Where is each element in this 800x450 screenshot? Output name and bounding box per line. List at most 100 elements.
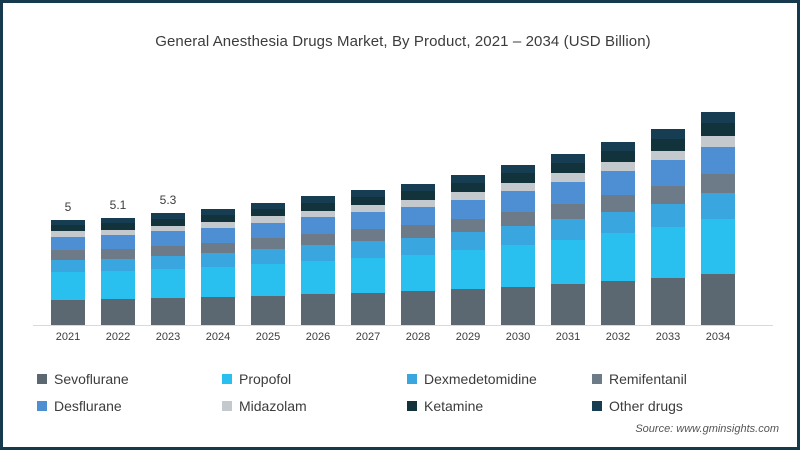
- bar-segment[interactable]: [451, 289, 485, 325]
- bar-segment[interactable]: [501, 190, 535, 212]
- bar-segment[interactable]: [151, 255, 185, 270]
- bar-segment[interactable]: [651, 227, 685, 279]
- bar-segment[interactable]: [151, 225, 185, 232]
- bar-segment[interactable]: [51, 225, 85, 232]
- bar-column[interactable]: [651, 83, 685, 325]
- bar-segment[interactable]: [101, 248, 135, 259]
- bar-segment[interactable]: [151, 298, 185, 325]
- bar-segment[interactable]: [251, 209, 285, 217]
- bar-segment[interactable]: [101, 222, 135, 230]
- bar-segment[interactable]: [251, 216, 285, 223]
- bar-segment[interactable]: [601, 281, 635, 325]
- bar-segment[interactable]: [551, 173, 585, 182]
- bar-column[interactable]: 5: [51, 83, 85, 325]
- bar-segment[interactable]: [51, 231, 85, 237]
- bar-segment[interactable]: [651, 278, 685, 325]
- legend-item-dexmedetomidine[interactable]: Dexmedetomidine: [407, 371, 592, 387]
- bar-segment[interactable]: [401, 237, 435, 255]
- bar-column[interactable]: [551, 83, 585, 325]
- bar-segment[interactable]: [51, 259, 85, 273]
- bar-segment[interactable]: [651, 160, 685, 186]
- bar-segment[interactable]: [501, 211, 535, 226]
- bar-segment[interactable]: [351, 229, 385, 242]
- bar-segment[interactable]: [401, 199, 435, 207]
- bar-segment[interactable]: [501, 245, 535, 287]
- bar-segment[interactable]: [301, 233, 335, 246]
- bar-segment[interactable]: [51, 236, 85, 251]
- bar-segment[interactable]: [401, 291, 435, 325]
- bar-segment[interactable]: [551, 219, 585, 240]
- bar-column[interactable]: [501, 83, 535, 325]
- bar-segment[interactable]: [401, 191, 435, 200]
- bar-column[interactable]: [601, 83, 635, 325]
- bar-segment[interactable]: [351, 292, 385, 325]
- bar-segment[interactable]: [151, 218, 185, 226]
- legend-item-propofol[interactable]: Propofol: [222, 371, 407, 387]
- bar-segment[interactable]: [301, 217, 335, 234]
- bar-segment[interactable]: [101, 299, 135, 325]
- bar-segment[interactable]: [601, 142, 635, 152]
- legend-item-ketamine[interactable]: Ketamine: [407, 398, 592, 414]
- bar-segment[interactable]: [201, 221, 235, 228]
- bar-segment[interactable]: [201, 242, 235, 254]
- bar-segment[interactable]: [651, 128, 685, 139]
- bar-segment[interactable]: [101, 258, 135, 272]
- bar-segment[interactable]: [351, 190, 385, 198]
- bar-segment[interactable]: [351, 241, 385, 258]
- bar-segment[interactable]: [551, 239, 585, 285]
- bar-segment[interactable]: [251, 203, 285, 210]
- bar-column[interactable]: [701, 83, 735, 325]
- legend-item-desflurane[interactable]: Desflurane: [37, 398, 222, 414]
- bar-segment[interactable]: [601, 151, 635, 163]
- bar-segment[interactable]: [201, 227, 235, 243]
- legend-item-remifentanil[interactable]: Remifentanil: [592, 371, 777, 387]
- bar-segment[interactable]: [701, 146, 735, 175]
- bar-segment[interactable]: [251, 295, 285, 325]
- bar-segment[interactable]: [151, 269, 185, 299]
- bar-segment[interactable]: [101, 234, 135, 249]
- bar-segment[interactable]: [701, 274, 735, 325]
- bar-segment[interactable]: [551, 163, 585, 174]
- bar-segment[interactable]: [351, 205, 385, 212]
- bar-segment[interactable]: [301, 210, 335, 218]
- bar-segment[interactable]: [251, 222, 285, 239]
- bar-segment[interactable]: [51, 272, 85, 300]
- legend-item-other-drugs[interactable]: Other drugs: [592, 398, 777, 414]
- bar-segment[interactable]: [701, 218, 735, 275]
- bar-segment[interactable]: [551, 204, 585, 220]
- bar-column[interactable]: 5.1: [101, 83, 135, 325]
- bar-segment[interactable]: [301, 294, 335, 325]
- bar-segment[interactable]: [201, 253, 235, 268]
- bar-column[interactable]: [251, 83, 285, 325]
- bar-segment[interactable]: [451, 199, 485, 219]
- bar-segment[interactable]: [451, 218, 485, 233]
- bar-segment[interactable]: [601, 195, 635, 212]
- bar-segment[interactable]: [651, 185, 685, 204]
- bar-segment[interactable]: [51, 250, 85, 260]
- bar-segment[interactable]: [451, 175, 485, 184]
- bar-segment[interactable]: [151, 231, 185, 246]
- bar-segment[interactable]: [151, 213, 185, 219]
- bar-segment[interactable]: [351, 211, 385, 230]
- bar-segment[interactable]: [651, 203, 685, 228]
- bar-segment[interactable]: [501, 173, 535, 183]
- bar-segment[interactable]: [201, 214, 235, 222]
- bar-segment[interactable]: [351, 197, 385, 206]
- bar-segment[interactable]: [401, 225, 435, 238]
- bar-segment[interactable]: [251, 249, 285, 264]
- bar-segment[interactable]: [451, 250, 485, 290]
- bar-segment[interactable]: [451, 192, 485, 200]
- bar-segment[interactable]: [501, 286, 535, 325]
- bar-segment[interactable]: [201, 267, 235, 298]
- bar-segment[interactable]: [201, 297, 235, 325]
- bar-segment[interactable]: [301, 260, 335, 295]
- bar-segment[interactable]: [401, 254, 435, 292]
- bar-segment[interactable]: [301, 196, 335, 203]
- bar-segment[interactable]: [401, 184, 435, 192]
- bar-segment[interactable]: [101, 271, 135, 300]
- bar-segment[interactable]: [251, 238, 285, 250]
- bar-segment[interactable]: [301, 245, 335, 261]
- bar-segment[interactable]: [601, 233, 635, 282]
- bar-segment[interactable]: [701, 123, 735, 136]
- legend-item-sevoflurane[interactable]: Sevoflurane: [37, 371, 222, 387]
